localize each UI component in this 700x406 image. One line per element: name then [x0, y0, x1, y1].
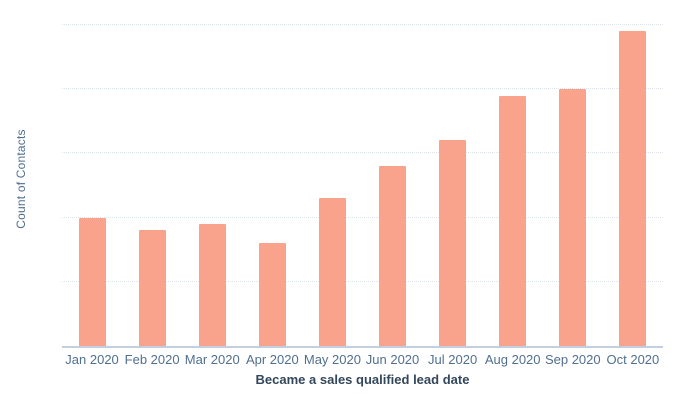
- x-axis-tick-labels: Jan 2020 Feb 2020 Mar 2020 Apr 2020 May 2020…: [62, 352, 663, 367]
- bar-mar-2020[interactable]: [198, 223, 226, 346]
- bar-slot: [302, 12, 362, 346]
- x-tick-label: Oct 2020: [606, 352, 660, 367]
- bar-feb-2020[interactable]: [138, 230, 166, 346]
- x-tick-label: Apr 2020: [245, 352, 299, 367]
- x-tick-label: Jun 2020: [365, 352, 420, 367]
- gridline: [62, 152, 663, 154]
- bar-slot: [182, 12, 242, 346]
- gridline: [62, 216, 663, 218]
- x-tick-label: Sep 2020: [544, 352, 601, 367]
- bar-slot: [362, 12, 422, 346]
- bar-slot: [62, 12, 122, 346]
- x-tick-label: Mar 2020: [184, 352, 240, 367]
- x-tick-label: Jul 2020: [428, 352, 478, 367]
- x-tick-label: Feb 2020: [124, 352, 180, 367]
- x-tick-label: Jan 2020: [65, 352, 119, 367]
- bar-jan-2020[interactable]: [78, 217, 106, 346]
- bar-aug-2020[interactable]: [499, 95, 527, 346]
- bar-slot: [242, 12, 302, 346]
- bar-jun-2020[interactable]: [379, 166, 407, 346]
- y-axis-title: Count of Contacts: [14, 129, 28, 229]
- bar-oct-2020[interactable]: [619, 31, 647, 346]
- bar-jul-2020[interactable]: [439, 140, 467, 346]
- bar-apr-2020[interactable]: [258, 243, 286, 346]
- x-axis-title: Became a sales qualified lead date: [255, 372, 470, 387]
- gridline: [62, 23, 663, 25]
- bar-sep-2020[interactable]: [559, 89, 587, 346]
- gridline: [62, 280, 663, 282]
- x-tick-label: Aug 2020: [484, 352, 541, 367]
- bar-slot: [122, 12, 182, 346]
- gridline: [62, 88, 663, 90]
- bar-series: [62, 12, 663, 346]
- x-tick-label: May 2020: [303, 352, 361, 367]
- bar-slot: [543, 12, 603, 346]
- plot-area: [62, 12, 663, 348]
- bar-slot: [423, 12, 483, 346]
- bar-slot: [603, 12, 663, 346]
- bar-may-2020[interactable]: [318, 198, 346, 346]
- bar-slot: [483, 12, 543, 346]
